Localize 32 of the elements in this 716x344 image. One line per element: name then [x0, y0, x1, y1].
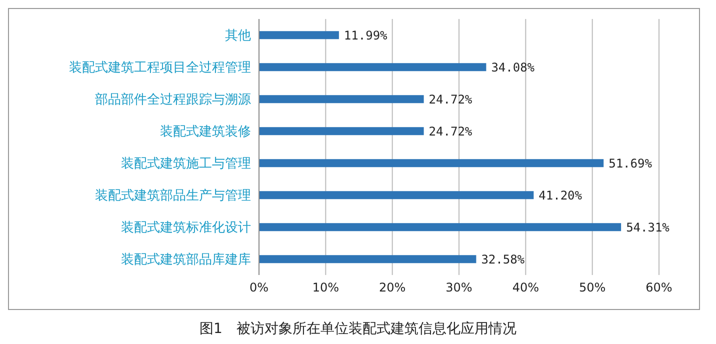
bar [259, 63, 486, 72]
data-label: 24.72% [428, 124, 473, 138]
y-tick-label: 装配式建筑部品库建库 [121, 252, 251, 268]
y-tick-label: 装配式建筑部品生产与管理 [95, 188, 251, 204]
data-label: 51.69% [608, 156, 653, 170]
bar [259, 127, 424, 136]
x-tick-label: 10% [312, 280, 340, 295]
bar [259, 159, 604, 168]
data-label: 11.99% [344, 28, 388, 42]
x-tick-label: 20% [378, 280, 406, 295]
text: 图1 被访对象所在单位装配式建筑信息化应用情况 [198, 320, 518, 338]
x-tick-label: 50% [578, 280, 606, 295]
y-tick-label: 装配式建筑工程项目全过程管理 [69, 60, 251, 76]
data-label: 32.58% [481, 252, 526, 266]
bar [259, 191, 534, 200]
x-tick-label: 30% [446, 280, 472, 295]
y-tick-label: 其他 [225, 28, 251, 44]
y-tick-label: 装配式建筑装修 [160, 124, 251, 140]
data-label: 24.72% [428, 92, 473, 106]
bar [259, 31, 339, 40]
x-tick-label: 0% [249, 280, 269, 295]
y-tick-label: 部品部件全过程跟踪与溯源 [95, 92, 251, 108]
x-tick-label: 60% [646, 280, 672, 295]
y-tick-label: 装配式建筑施工与管理 [121, 156, 251, 172]
bar [259, 255, 476, 264]
bar [259, 95, 424, 104]
x-tick-label: 40% [512, 280, 540, 295]
data-label: 54.31% [626, 220, 670, 234]
bar [259, 223, 622, 232]
data-label: 41.20% [538, 188, 583, 202]
y-tick-label: 装配式建筑标准化设计 [121, 220, 251, 236]
data-label: 34.08% [491, 60, 536, 74]
